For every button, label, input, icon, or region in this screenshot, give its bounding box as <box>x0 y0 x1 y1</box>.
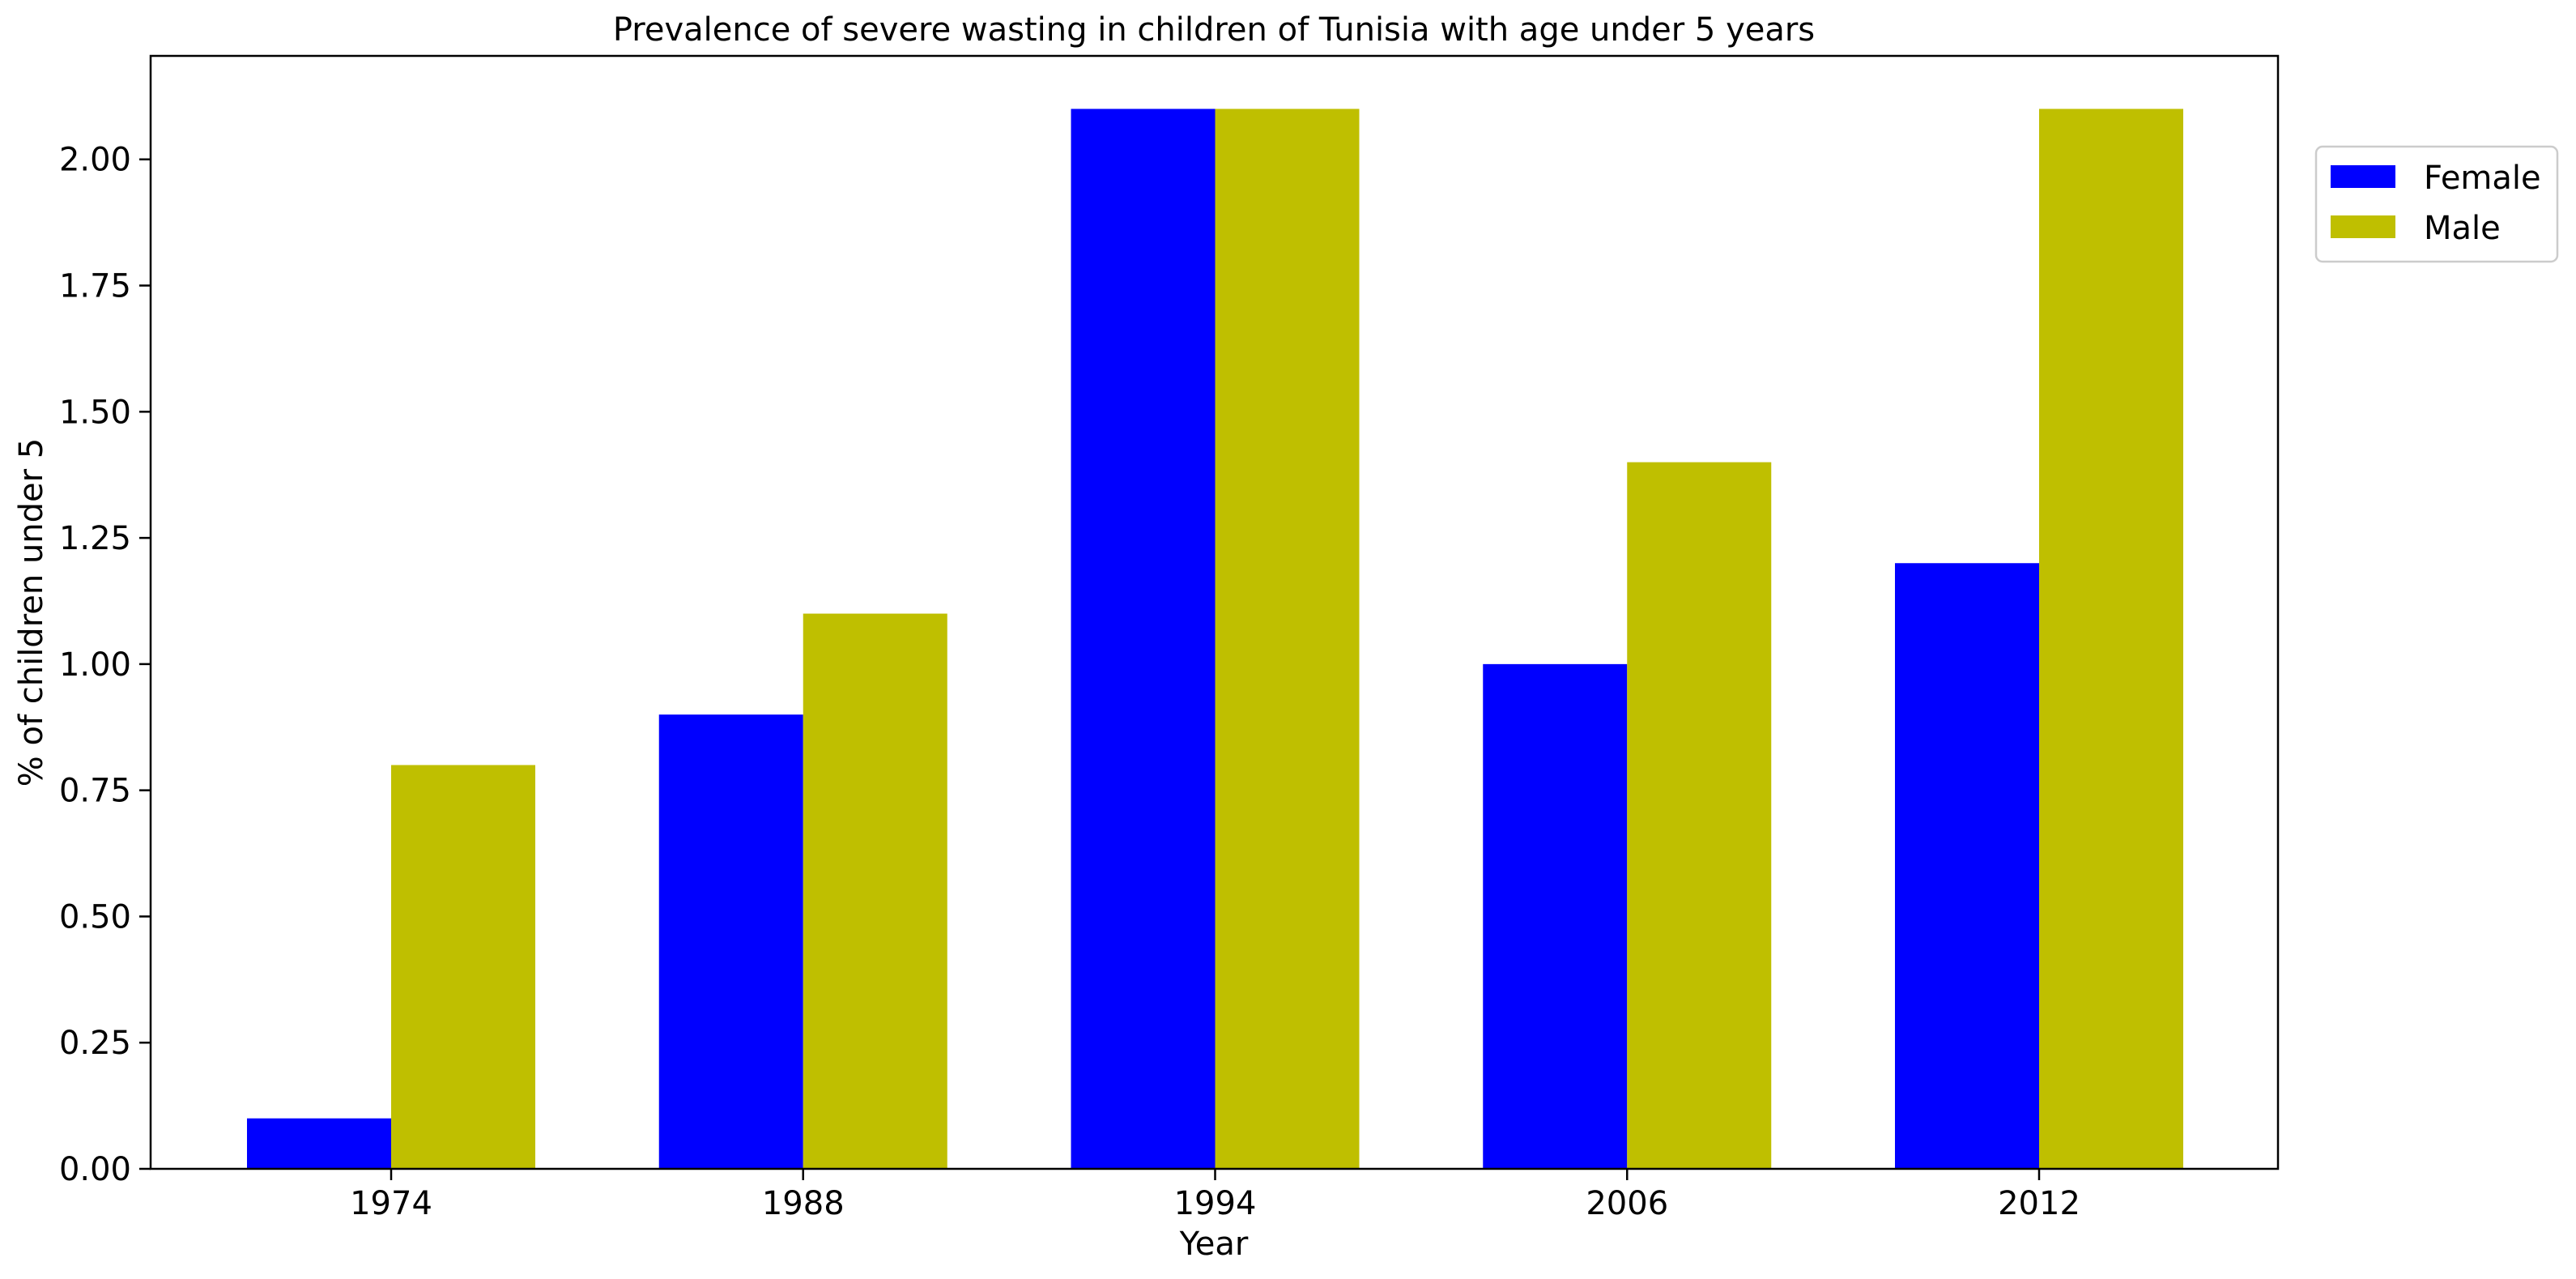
bars-layer <box>247 109 2183 1169</box>
bar-female-2012 <box>1895 563 2039 1169</box>
y-tick-label: 1.50 <box>59 394 131 431</box>
x-axis-ticks: 1974 1988 1994 2006 2012 <box>350 1169 2080 1222</box>
x-tick-label-1974: 1974 <box>350 1185 432 1222</box>
bar-male-2006 <box>1627 462 1772 1169</box>
x-axis-label: Year <box>1179 1226 1249 1263</box>
bar-female-2006 <box>1483 663 1628 1169</box>
legend-swatch-female <box>2331 165 2395 188</box>
legend-swatch-male <box>2331 215 2395 238</box>
bar-male-1988 <box>803 613 947 1169</box>
bar-female-1974 <box>247 1118 391 1169</box>
bar-male-2012 <box>2039 109 2183 1169</box>
legend: Female Male <box>2314 145 2559 263</box>
x-tick-label-1994: 1994 <box>1174 1185 1257 1222</box>
x-tick-label-2012: 2012 <box>1998 1185 2080 1222</box>
y-axis-ticks: 0.00 0.25 0.50 0.75 1.00 1.25 1.50 1.75 2.00 <box>59 142 151 1188</box>
x-tick-label-2006: 2006 <box>1586 1185 1668 1222</box>
y-tick-label: 1.25 <box>59 520 131 557</box>
y-tick-label: 0.75 <box>59 773 131 810</box>
bar-female-1994 <box>1071 109 1216 1169</box>
legend-label-male: Male <box>2424 210 2501 247</box>
y-tick-label: 1.75 <box>59 268 131 305</box>
y-axis-label: % of children under 5 <box>13 438 50 787</box>
bar-male-1994 <box>1215 109 1360 1169</box>
chart-title: Prevalence of severe wasting in children… <box>613 11 1815 49</box>
y-tick-label: 0.00 <box>59 1151 131 1188</box>
bar-male-1974 <box>391 765 535 1169</box>
y-tick-label: 0.25 <box>59 1025 131 1062</box>
y-tick-label: 1.00 <box>59 646 131 684</box>
x-tick-label-1988: 1988 <box>762 1185 845 1222</box>
bar-female-1988 <box>658 714 803 1169</box>
legend-label-female: Female <box>2424 160 2541 197</box>
plot-frame <box>149 54 2280 1170</box>
y-tick-label: 2.00 <box>59 142 131 179</box>
y-tick-label: 0.50 <box>59 898 131 936</box>
